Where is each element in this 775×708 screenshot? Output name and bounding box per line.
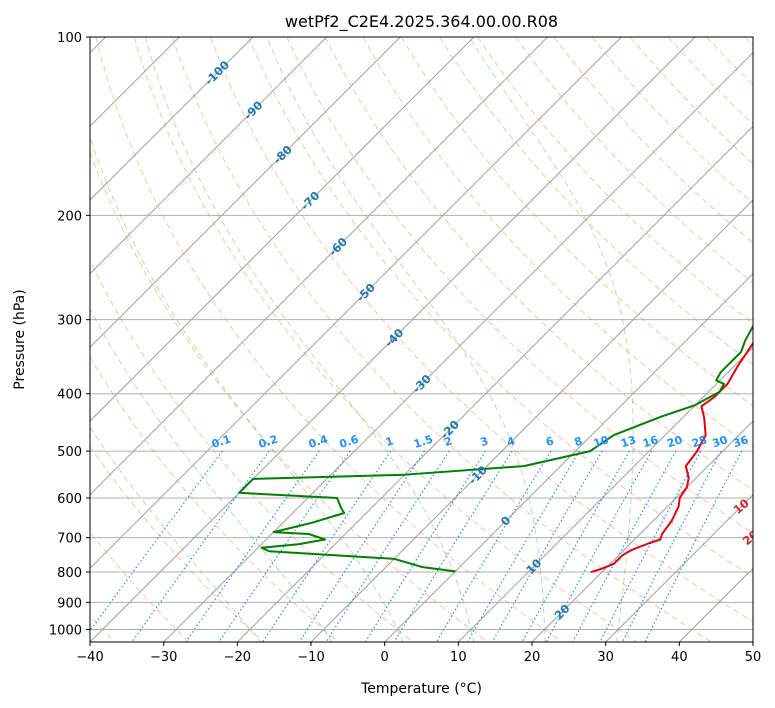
dry-adiabat [248, 37, 753, 578]
x-tick-label: 40 [671, 650, 688, 665]
isotherm-line [90, 37, 254, 201]
chart-title: wetPf2_C2E4.2025.364.00.00.R08 [285, 12, 558, 32]
y-tick-label: 700 [57, 532, 82, 547]
mixing-ratio-line [298, 450, 425, 642]
mixing-ratio-line [491, 450, 603, 642]
moist-adiabat [266, 37, 546, 642]
isotherm-line [90, 37, 622, 570]
mixing-ratio-line [644, 450, 743, 642]
mixing-ratio-label: 0.6 [338, 432, 361, 450]
moist-adiabat [144, 37, 475, 642]
mixing-ratio-line [218, 450, 351, 642]
y-axis-label: Pressure (hPa) [12, 289, 28, 389]
y-tick-label: 500 [57, 445, 82, 460]
x-tick-label: 10 [450, 650, 467, 665]
mixing-ratio-line [621, 450, 722, 642]
isotherm-line [90, 37, 475, 422]
dewpoint-profile [238, 324, 753, 573]
isotherm-line [90, 37, 549, 496]
y-tick-label: 100 [57, 31, 82, 46]
y-tick-label: 600 [57, 492, 82, 507]
mixing-ratio-label: 30 [711, 433, 730, 450]
mixing-ratio-line [262, 450, 392, 642]
mixing-ratio-label: 0.2 [257, 433, 280, 451]
moist-adiabat [90, 426, 261, 642]
isotherm-line [310, 199, 753, 642]
y-tick-label: 300 [57, 314, 82, 329]
x-tick-label: −10 [297, 650, 324, 665]
temperature-profile [590, 341, 753, 573]
isotherm-line [531, 420, 753, 642]
mixing-ratio-line [185, 450, 320, 642]
dry-adiabat [90, 356, 339, 642]
background-lines [90, 37, 753, 642]
isotherm-line [236, 125, 753, 642]
dry-adiabat [95, 37, 563, 642]
mixing-ratio-label: 36 [731, 433, 750, 450]
dry-adiabat [477, 37, 753, 325]
x-tick-label: 20 [524, 650, 541, 665]
mixing-ratio-label: 16 [641, 433, 660, 450]
dry-adiabat [90, 150, 488, 642]
moist-adiabat [90, 135, 404, 642]
mixing-ratio-line [90, 450, 223, 632]
mixing-ratio-label: 1.5 [412, 433, 435, 451]
isotherm-line [163, 51, 753, 642]
mixing-ratio-label: 3 [479, 434, 490, 449]
moist-adiabat [469, 37, 634, 642]
mixing-ratio-line [393, 450, 513, 642]
mixing-ratio-line [545, 450, 653, 642]
x-tick-label: 30 [597, 650, 614, 665]
isotherm-line [90, 37, 328, 275]
mixing-ratio-label: 0.1 [210, 433, 233, 451]
x-tick-label: −40 [76, 650, 103, 665]
x-axis-label: Temperature (°C) [360, 681, 482, 697]
x-tick-label: −30 [150, 650, 177, 665]
y-tick-label: 1000 [49, 623, 82, 638]
x-tick-label: −20 [224, 650, 251, 665]
mixing-ratio-label: 20 [665, 433, 684, 450]
mixing-ratio-line [521, 450, 631, 642]
plot-frame [89, 36, 754, 643]
x-tick-label: 50 [745, 650, 762, 665]
isotherm-line [457, 346, 753, 642]
mixing-ratio-label: 2 [443, 434, 454, 449]
moist-adiabat [90, 308, 333, 642]
axes: −40 −30 −20 −10 0 10 20 30 40 5010020030040050060… [49, 31, 761, 665]
dry-adiabat [324, 37, 753, 491]
y-tick-label: 900 [57, 596, 82, 611]
mixing-ratio-label: 0.4 [307, 432, 330, 450]
y-tick-label: 400 [57, 388, 82, 403]
mixing-ratio-label: 6 [544, 434, 556, 449]
mixing-ratio-label: 10 [592, 433, 611, 450]
y-tick-label: 200 [57, 209, 82, 224]
dry-adiabat [90, 445, 264, 642]
dry-adiabat [210, 37, 753, 623]
isotherm-line [90, 37, 696, 642]
isotherm-line [384, 272, 753, 642]
mixing-ratio-label: 4 [505, 434, 517, 449]
mixing-ratio-line [599, 450, 702, 642]
mixing-ratio-label: 1 [384, 434, 395, 449]
isotherm-line [605, 493, 753, 642]
y-tick-label: 800 [57, 566, 82, 581]
mixing-ratio-label: 25 [690, 433, 709, 450]
series-lines [238, 324, 753, 573]
isotherm-line [90, 37, 401, 349]
mixing-ratio-label: 8 [573, 434, 584, 449]
mixing-ratio-label: 13 [619, 433, 638, 450]
x-tick-label: 0 [381, 650, 389, 665]
dry-adiabat [439, 37, 753, 366]
dry-adiabat [133, 37, 638, 642]
